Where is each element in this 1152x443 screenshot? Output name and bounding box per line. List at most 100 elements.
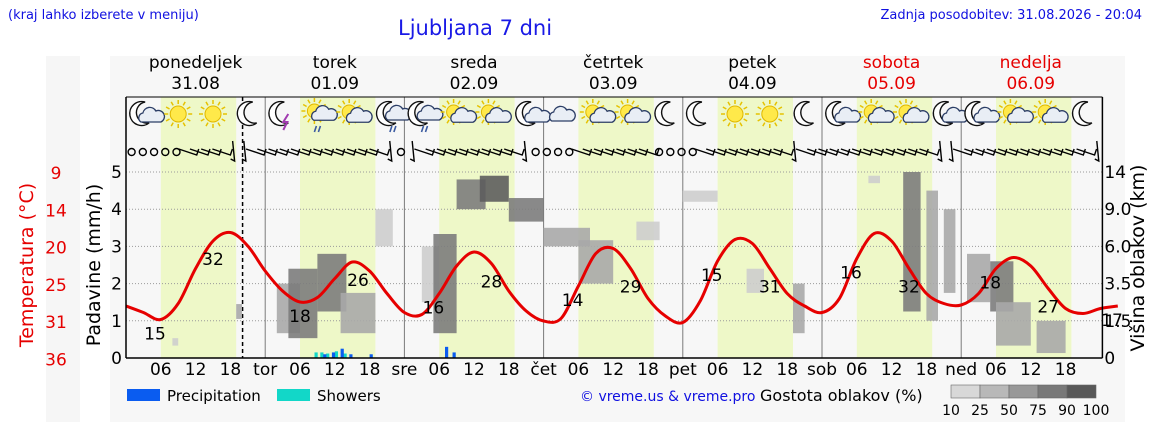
cloud-block (172, 338, 179, 346)
precip-bar (369, 354, 373, 358)
cloud-density-level: 50 (1000, 403, 1018, 419)
precip-bar (445, 346, 449, 358)
wind-calm-marker (666, 147, 675, 157)
sun-ray (492, 100, 496, 105)
day-name: sobota (863, 53, 921, 73)
sun-ray (186, 106, 191, 110)
temperature-label: 26 (347, 271, 369, 291)
wind-barb (503, 148, 525, 156)
moon-cloud-icon (515, 100, 552, 127)
sun-ray (894, 115, 899, 120)
sun-ray (998, 104, 1003, 109)
wind-calm-marker (396, 147, 406, 157)
sun-cloud-icon (579, 99, 617, 125)
sun-ray (585, 119, 589, 124)
moon-shape (793, 100, 814, 127)
shower-bar (343, 353, 347, 358)
sun-ray (217, 122, 221, 127)
temperature-label: 16 (423, 299, 445, 319)
wind-barb (919, 148, 941, 156)
moon-icon (1071, 100, 1093, 127)
cloud-block (868, 175, 880, 184)
hour-tick-label: 18 (498, 360, 520, 380)
temperature-label: 28 (481, 273, 503, 293)
moon-icon (685, 100, 707, 127)
day-abbr-label: tor (253, 360, 277, 380)
moon-icon (654, 100, 675, 127)
temperature-label: 18 (289, 307, 311, 327)
precip-tick-label: 0 (111, 349, 122, 369)
day-name: torek (313, 53, 357, 73)
sun-ray (481, 119, 485, 124)
day-name: petek (728, 53, 776, 73)
shower-bar (314, 352, 318, 358)
day-abbr-label: ned (945, 360, 977, 380)
sun-ray (1038, 119, 1042, 124)
wind-calm-marker (138, 147, 148, 157)
wind-barb (1076, 148, 1098, 156)
cloud-block (990, 261, 1014, 312)
wind-calm-marker (149, 147, 159, 157)
hour-tick-label: 06 (428, 360, 450, 380)
temperature-label: 32 (202, 250, 224, 270)
sun-ray (1014, 100, 1018, 105)
cloud-density-level: 100 (1083, 403, 1110, 419)
wind-barb (795, 148, 817, 156)
precip-bar (323, 354, 327, 358)
sun-ray (165, 118, 170, 122)
moon-shape (407, 100, 428, 127)
sun-icon (164, 100, 193, 128)
temperature-label: 18 (979, 274, 1001, 294)
cloud-block (682, 190, 718, 202)
hour-tick-label: 06 (289, 360, 311, 380)
temp-tick-label: 25 (45, 276, 67, 296)
cloud-block (340, 292, 376, 334)
cloud-density-swatch (1066, 384, 1097, 399)
cloud-density (172, 172, 1066, 354)
sun-ray (778, 118, 783, 122)
cloud-height-tick-label: 9.0 (1104, 200, 1131, 220)
temperature-label: 16 (840, 264, 862, 284)
hour-tick-label: 06 (846, 360, 868, 380)
cloud-shape (311, 105, 338, 121)
sun-ray (170, 101, 174, 106)
location-hint[interactable]: (kraj lahko izberete v meniju) (8, 8, 199, 23)
sun-ray (898, 100, 903, 105)
cloud-density-swatch (1008, 384, 1039, 399)
temperature-layer: 15 32 18 26 16 28 14 29 15 31 16 32 18 27 17 (125, 230, 1123, 345)
sun-ray (722, 106, 727, 110)
cloud-axis-title: Višina oblakov (km) (1127, 165, 1149, 352)
cloud-shape (973, 106, 1001, 123)
wind-barb (522, 140, 528, 163)
day-name: četrtek (583, 53, 644, 73)
cloud-shape (941, 106, 969, 123)
cloud-shape (1041, 107, 1069, 123)
sun-cloud-icon (997, 99, 1034, 125)
temperature-label: 31 (759, 278, 781, 298)
legend-showers-label: Showers (317, 387, 381, 405)
temperature-label: 27 (1037, 298, 1059, 318)
sun-ray (446, 119, 450, 124)
sun-ray (774, 101, 778, 106)
moon-shape (685, 100, 707, 127)
temperature-label: 32 (898, 278, 920, 298)
wind-calm-marker (677, 147, 686, 157)
rain-drop (424, 125, 429, 133)
sun-ray (739, 101, 743, 106)
day-date: 05.09 (867, 74, 916, 94)
sun-disc (204, 105, 222, 123)
temperature-label: 14 (562, 291, 584, 311)
sun-ray (864, 100, 868, 105)
sun-ray (342, 119, 346, 124)
sun-ray (727, 101, 731, 106)
hour-tick-label: 12 (324, 360, 346, 380)
hour-tick-label: 06 (985, 360, 1007, 380)
sun-ray (894, 104, 899, 109)
cloud-shape (524, 106, 552, 123)
cloud-block (236, 304, 242, 319)
hour-tick-label: 12 (185, 360, 207, 380)
rain-drop (393, 125, 397, 133)
page-title: Ljubljana 7 dni (398, 16, 553, 40)
sun-ray (446, 100, 450, 105)
